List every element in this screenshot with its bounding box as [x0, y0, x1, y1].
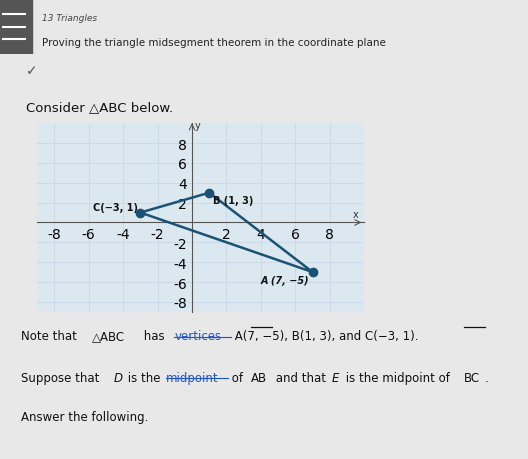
Text: ✓: ✓ — [26, 64, 38, 78]
Text: C(−3, 1): C(−3, 1) — [93, 202, 138, 212]
Text: △ABC: △ABC — [92, 330, 126, 343]
Text: midpoint: midpoint — [166, 371, 219, 384]
Text: is the midpoint of: is the midpoint of — [342, 371, 454, 384]
Bar — [0, 0, 32, 55]
Text: is the: is the — [124, 371, 164, 384]
Text: Proving the triangle midsegment theorem in the coordinate plane: Proving the triangle midsegment theorem … — [42, 38, 386, 47]
Text: vertices: vertices — [174, 330, 221, 343]
Text: Answer the following.: Answer the following. — [21, 410, 148, 424]
Text: .: . — [485, 371, 488, 384]
Text: and that: and that — [272, 371, 329, 384]
Text: has: has — [140, 330, 168, 343]
Text: B (1, 3): B (1, 3) — [213, 195, 253, 205]
Text: A(7, −5), B(1, 3), and C(−3, 1).: A(7, −5), B(1, 3), and C(−3, 1). — [231, 330, 418, 343]
Text: E: E — [332, 371, 339, 384]
Text: AB: AB — [251, 371, 267, 384]
Text: of: of — [228, 371, 247, 384]
Text: Consider △ABC below.: Consider △ABC below. — [26, 101, 174, 114]
Text: D: D — [114, 371, 122, 384]
Text: A (7, −5): A (7, −5) — [260, 275, 309, 285]
Text: Suppose that: Suppose that — [21, 371, 103, 384]
Text: 13 Triangles: 13 Triangles — [42, 14, 97, 23]
Text: Note that: Note that — [21, 330, 81, 343]
Text: y: y — [194, 121, 200, 131]
Text: BC: BC — [464, 371, 480, 384]
Text: x: x — [353, 210, 359, 220]
